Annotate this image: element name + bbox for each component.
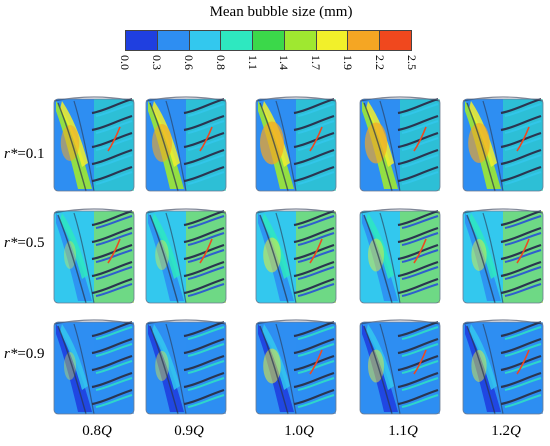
colorbar-tick-label: 1.7: [309, 55, 324, 70]
colorbar-segment: [316, 31, 349, 50]
contour-panel: [358, 316, 443, 419]
impeller-contour-image: [462, 96, 544, 192]
contour-panel: [358, 93, 443, 196]
impeller-contour-image: [359, 208, 441, 304]
contour-panel: [52, 316, 137, 419]
colorbar-tick-label: 0.3: [149, 55, 164, 70]
contour-panel: [144, 205, 229, 308]
colorbar-tick-label: 0.0: [118, 55, 132, 70]
impeller-contour-image: [145, 96, 227, 192]
row-label-r09: r*=0.9: [4, 346, 45, 362]
colorbar-segment: [221, 31, 254, 50]
col-label-08Q: 0.8Q: [82, 423, 112, 439]
colorbar-segment: [284, 31, 317, 50]
contour-panel: [254, 205, 339, 308]
contour-panel: [52, 205, 137, 308]
impeller-contour-image: [255, 319, 337, 415]
colorbar-tick-label: 2.2: [373, 55, 388, 70]
impeller-contour-image: [53, 208, 135, 304]
impeller-contour-image: [462, 319, 544, 415]
row-label-r01: r*=0.1: [4, 146, 45, 162]
impeller-contour-image: [255, 96, 337, 192]
impeller-contour-image: [359, 319, 441, 415]
colorbar-segment: [126, 31, 158, 50]
colorbar-title: Mean bubble size (mm): [209, 4, 353, 20]
colorbar-segment: [157, 31, 190, 50]
contour-panel: [254, 93, 339, 196]
col-label-11Q: 1.1Q: [388, 423, 418, 439]
contour-panel: [144, 316, 229, 419]
contour-panel: [144, 93, 229, 196]
contour-panel: [254, 316, 339, 419]
colorbar-segment: [189, 31, 222, 50]
col-label-10Q: 1.0Q: [284, 423, 314, 439]
col-label-09Q: 0.9Q: [174, 423, 204, 439]
colorbar-tick-label: 0.6: [181, 55, 196, 70]
impeller-contour-image: [462, 208, 544, 304]
impeller-contour-image: [359, 96, 441, 192]
impeller-contour-image: [53, 96, 135, 192]
contour-panel: [461, 205, 546, 308]
colorbar-tick-label: 1.1: [245, 55, 260, 70]
contour-panel: [52, 93, 137, 196]
contour-panel: [358, 205, 443, 308]
colorbar: [125, 30, 412, 51]
impeller-contour-image: [145, 208, 227, 304]
impeller-contour-image: [53, 319, 135, 415]
contour-panel: [461, 316, 546, 419]
row-label-r05: r*=0.5: [4, 235, 45, 251]
col-label-12Q: 1.2Q: [491, 423, 521, 439]
colorbar-tick-label: 2.5: [405, 55, 419, 70]
colorbar-tick-label: 1.4: [277, 55, 292, 70]
colorbar-tick-label: 1.9: [341, 55, 356, 70]
contour-panel: [461, 93, 546, 196]
impeller-contour-image: [145, 319, 227, 415]
colorbar-segment: [253, 31, 285, 50]
colorbar-segment: [380, 31, 412, 50]
impeller-contour-image: [255, 208, 337, 304]
colorbar-segment: [348, 31, 381, 50]
colorbar-tick-label: 0.8: [213, 55, 228, 70]
